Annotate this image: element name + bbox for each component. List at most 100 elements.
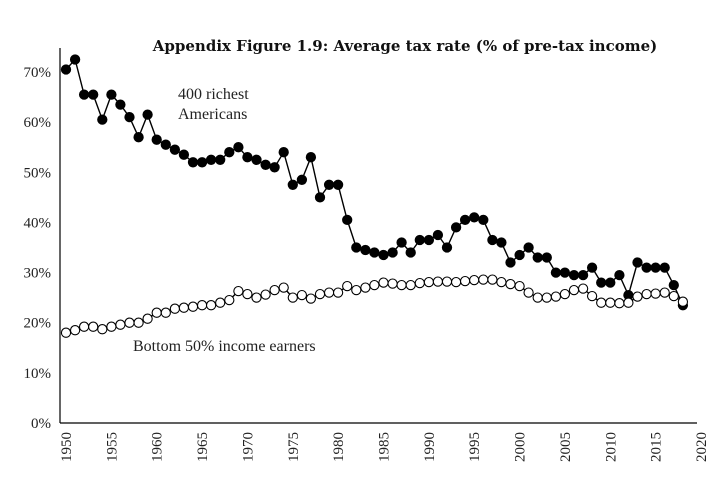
data-point-bottom50 — [568, 284, 580, 296]
data-point-top400 — [151, 134, 162, 145]
data-point-bottom50 — [233, 285, 244, 297]
y-tick-label: 70% — [24, 65, 52, 81]
data-point-top400 — [378, 249, 389, 261]
data-point-bottom50 — [550, 291, 562, 302]
data-point-bottom50 — [478, 274, 489, 285]
data-point-bottom50 — [323, 287, 335, 298]
data-point-top400 — [396, 237, 407, 248]
data-point-top400 — [278, 147, 289, 158]
y-tick-label: 40% — [24, 215, 52, 231]
data-point-bottom50 — [251, 292, 262, 303]
data-point-top400 — [160, 139, 171, 150]
data-point-bottom50 — [487, 274, 498, 285]
data-point-top400 — [187, 157, 199, 168]
data-point-top400 — [432, 229, 444, 241]
data-point-top400 — [532, 252, 543, 263]
data-point-bottom50 — [215, 297, 226, 308]
data-point-bottom50 — [677, 296, 689, 307]
data-point-bottom50 — [115, 319, 126, 330]
data-point-bottom50 — [88, 321, 99, 332]
data-point-bottom50 — [586, 290, 598, 302]
data-point-top400 — [124, 111, 135, 123]
x-tick-label: 1995 — [467, 432, 483, 462]
data-point-bottom50 — [641, 288, 652, 300]
data-point-bottom50 — [133, 317, 144, 328]
x-tick-label: 1970 — [240, 432, 256, 462]
data-point-bottom50 — [532, 292, 543, 303]
data-point-top400 — [178, 149, 190, 160]
series-points — [60, 54, 689, 338]
data-point-bottom50 — [142, 313, 153, 324]
y-tick-label: 20% — [24, 316, 52, 332]
data-point-bottom50 — [351, 284, 362, 296]
data-point-top400 — [605, 277, 616, 288]
data-point-top400 — [650, 262, 661, 273]
annotation-top400-line2: Americans — [178, 106, 247, 123]
data-point-bottom50 — [469, 274, 480, 286]
data-point-top400 — [441, 242, 453, 253]
data-point-bottom50 — [659, 287, 670, 298]
data-point-top400 — [215, 154, 226, 165]
data-point-top400 — [133, 132, 144, 143]
data-point-top400 — [414, 234, 425, 246]
data-point-bottom50 — [224, 294, 235, 306]
data-point-bottom50 — [160, 307, 171, 318]
data-point-bottom50 — [242, 288, 253, 300]
data-point-top400 — [369, 247, 380, 258]
data-point-bottom50 — [577, 283, 589, 294]
data-point-bottom50 — [106, 321, 117, 332]
y-tick-label: 50% — [24, 165, 52, 181]
data-point-top400 — [487, 234, 498, 246]
data-point-bottom50 — [432, 276, 444, 287]
data-point-top400 — [577, 269, 589, 281]
data-point-top400 — [332, 179, 344, 190]
x-tick-label: 1985 — [377, 432, 393, 462]
data-point-top400 — [550, 267, 562, 278]
data-point-bottom50 — [187, 301, 199, 312]
data-point-top400 — [641, 262, 652, 273]
chart-title: Appendix Figure 1.9: Average tax rate (%… — [152, 37, 657, 55]
data-point-bottom50 — [559, 288, 571, 300]
data-point-bottom50 — [269, 284, 280, 296]
data-point-top400 — [496, 237, 507, 248]
data-point-bottom50 — [205, 300, 217, 311]
data-point-top400 — [242, 152, 253, 163]
data-point-top400 — [342, 214, 353, 226]
data-point-bottom50 — [459, 275, 471, 287]
data-point-bottom50 — [523, 287, 534, 298]
data-point-bottom50 — [505, 278, 516, 290]
data-point-top400 — [659, 262, 670, 273]
data-point-top400 — [360, 244, 371, 256]
data-point-top400 — [251, 154, 262, 165]
data-point-bottom50 — [169, 303, 181, 314]
data-point-top400 — [668, 279, 679, 291]
x-tick-label: 2015 — [649, 432, 665, 462]
x-tick-label: 2005 — [558, 432, 574, 462]
y-tick-labels: 0% 10% 20% 30% 40% 50% 60% 70% — [24, 65, 52, 432]
y-tick-label: 10% — [24, 366, 52, 382]
data-point-top400 — [97, 114, 108, 125]
data-point-top400 — [387, 247, 398, 258]
data-point-bottom50 — [151, 307, 162, 318]
data-point-top400 — [523, 242, 534, 253]
data-point-bottom50 — [260, 289, 271, 300]
data-point-bottom50 — [196, 300, 208, 311]
data-point-bottom50 — [496, 276, 507, 288]
x-tick-label: 2020 — [694, 432, 710, 462]
data-point-top400 — [478, 214, 489, 226]
data-point-top400 — [541, 252, 552, 263]
data-point-top400 — [559, 267, 571, 278]
data-point-bottom50 — [387, 278, 398, 289]
data-point-bottom50 — [650, 288, 661, 299]
data-point-bottom50 — [342, 280, 353, 292]
data-point-bottom50 — [450, 276, 462, 288]
data-point-bottom50 — [60, 327, 72, 338]
data-point-bottom50 — [124, 317, 135, 328]
x-tick-label: 1960 — [150, 432, 166, 462]
x-tick-label: 1955 — [104, 432, 120, 462]
data-point-top400 — [596, 277, 607, 288]
data-point-bottom50 — [632, 291, 643, 302]
data-point-top400 — [323, 179, 335, 190]
data-point-bottom50 — [69, 325, 81, 336]
data-point-top400 — [450, 222, 462, 233]
